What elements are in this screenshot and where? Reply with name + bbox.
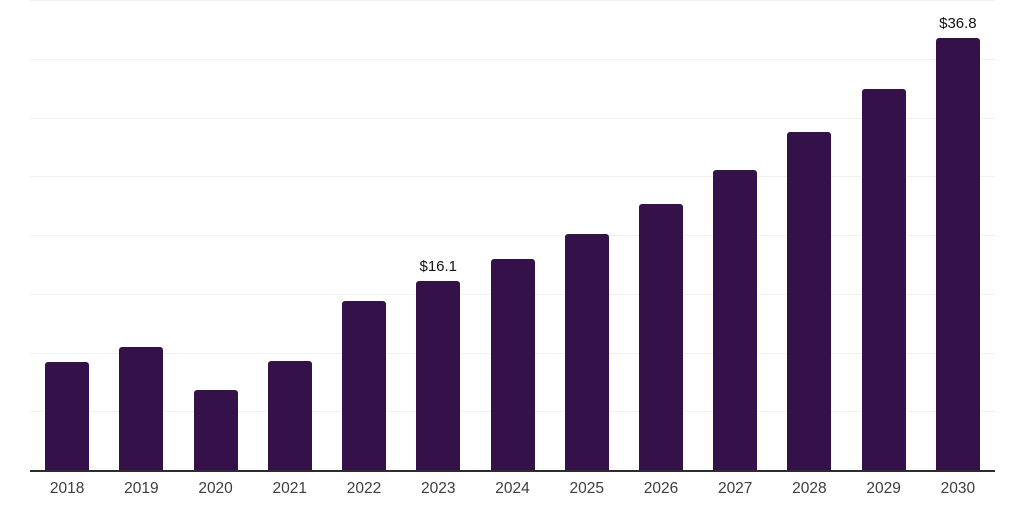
x-tick-label-2028: 2028 <box>792 480 827 497</box>
bar-2024 <box>490 258 535 470</box>
bar-2021 <box>267 360 312 470</box>
bar-2028 <box>787 131 832 470</box>
bar-2025 <box>564 233 609 470</box>
x-tick-label-2027: 2027 <box>717 480 753 497</box>
bar-2018 <box>45 361 90 470</box>
gridline-25 <box>30 176 995 178</box>
bar-2029 <box>861 89 906 470</box>
x-axis-tick-labels: 2018 2019 2020 2021 2022 2023 2024 2025 2026 2027… <box>30 480 995 504</box>
x-tick-label-2021: 2021 <box>272 480 308 497</box>
x-tick-label-2018: 2018 <box>49 480 85 497</box>
bar-value-label-2023: $16.1 <box>419 257 458 275</box>
bar-2020 <box>193 390 238 470</box>
bar-2027 <box>713 170 758 470</box>
x-tick-label-2023: 2023 <box>421 480 456 497</box>
bar-2023 <box>416 280 461 470</box>
x-tick-label-2029: 2029 <box>866 480 901 497</box>
gridline-30 <box>30 117 995 119</box>
plot-area: $16.1 $36.8 <box>30 0 995 470</box>
x-tick-label-2020: 2020 <box>198 480 233 497</box>
bar-2022 <box>342 300 387 470</box>
x-tick-label-2019: 2019 <box>124 480 159 497</box>
gridline-40 <box>30 0 995 1</box>
x-tick-label-2022: 2022 <box>346 480 382 497</box>
x-axis-line <box>30 470 995 472</box>
x-tick-label-2024: 2024 <box>495 480 530 497</box>
bar-2019 <box>119 346 164 470</box>
x-tick-label-2026: 2026 <box>643 480 679 497</box>
bar-2026 <box>638 204 683 470</box>
x-tick-label-2030: 2030 <box>940 480 976 497</box>
gridline-20 <box>30 235 995 236</box>
gridline-35 <box>30 58 995 60</box>
bar-2030 <box>935 37 980 470</box>
bar-value-label-2030: $36.8 <box>939 14 977 32</box>
x-tick-label-2025: 2025 <box>569 480 604 497</box>
